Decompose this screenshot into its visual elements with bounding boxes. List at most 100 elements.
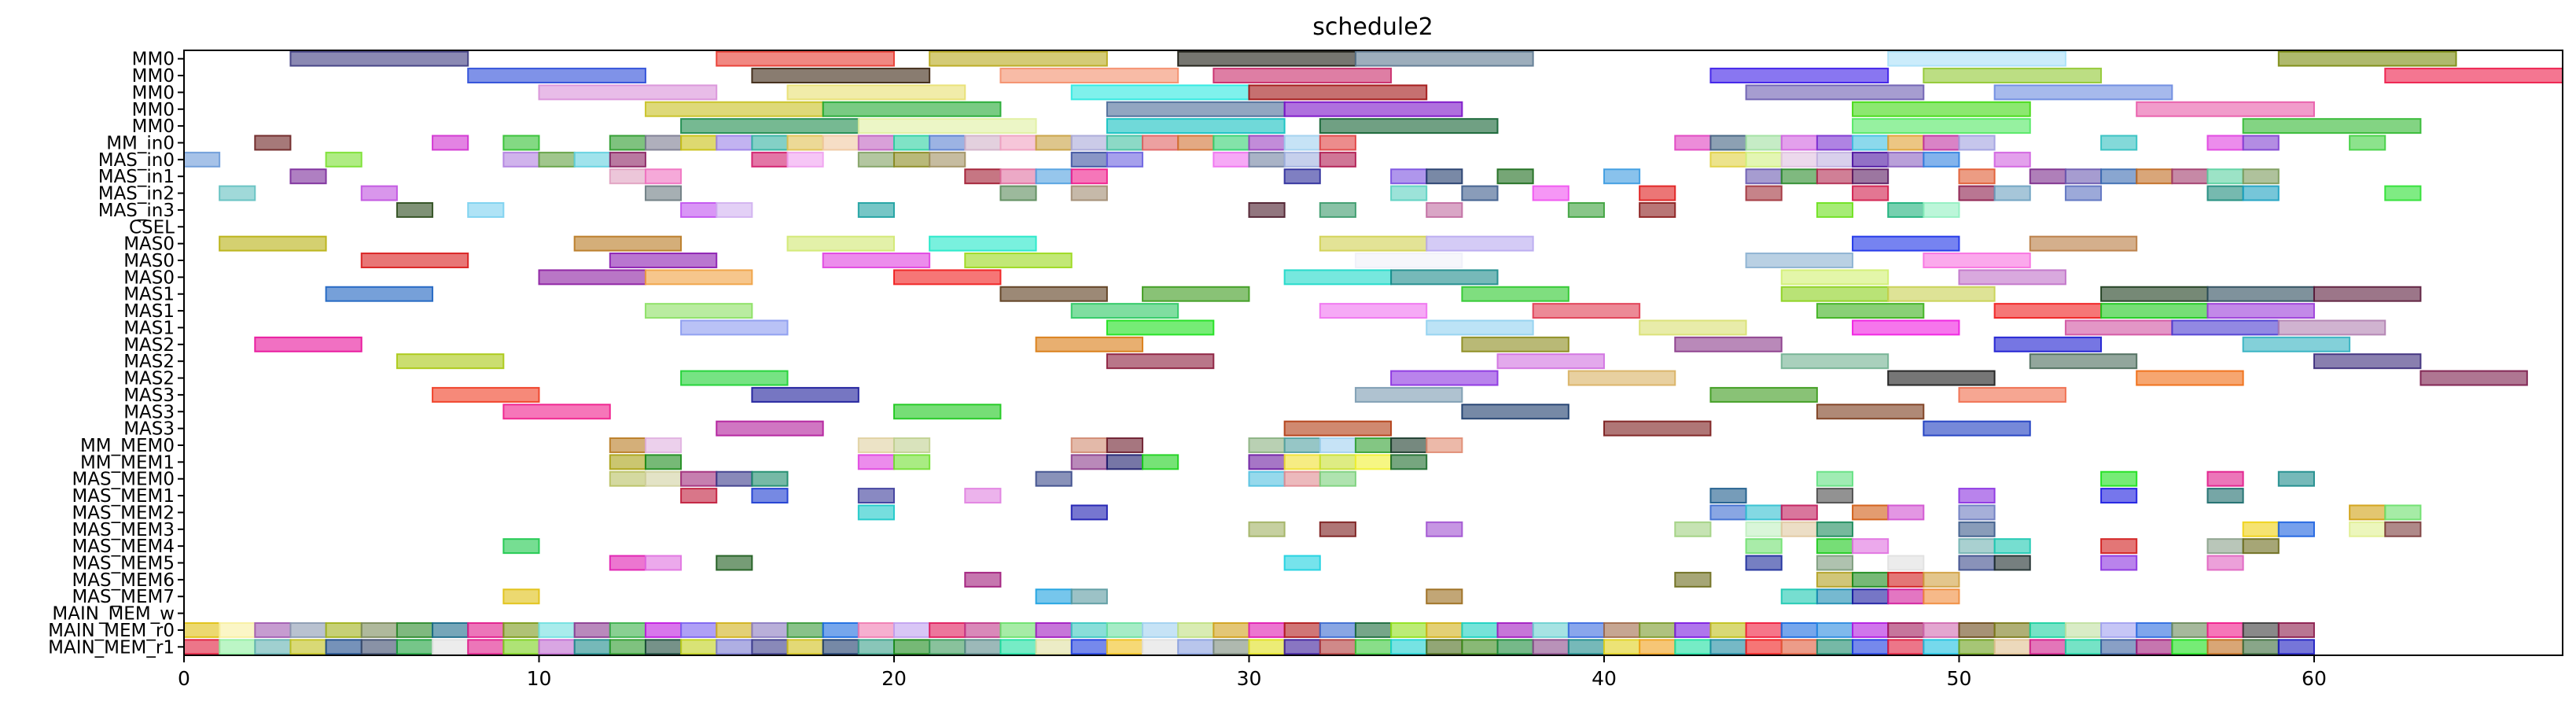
task-bar <box>1745 84 1925 101</box>
task-bar <box>2064 185 2103 201</box>
task-bar <box>1780 353 1890 370</box>
task-bar <box>1639 201 1676 218</box>
task-bar <box>1674 336 1783 352</box>
task-bar <box>1852 168 1890 185</box>
y-tick-label: MM_MEM1 <box>80 452 175 473</box>
task-bar <box>1248 84 1428 101</box>
task-bar <box>1248 135 1286 151</box>
task-bar <box>1106 118 1286 135</box>
task-bar <box>1142 639 1179 655</box>
task-bar <box>1213 135 1250 151</box>
task-bar <box>2242 621 2280 638</box>
task-bar <box>1709 488 1747 504</box>
task-bar <box>1567 621 1605 638</box>
task-bar <box>1070 135 1108 151</box>
task-bar <box>680 319 789 336</box>
task-bar <box>892 639 931 655</box>
task-bar <box>1887 151 1925 168</box>
y-tick-label: MAS3 <box>123 419 175 440</box>
task-bar <box>467 68 646 84</box>
task-bar <box>1070 84 1250 101</box>
task-bar <box>1993 555 2031 571</box>
task-bar <box>2420 370 2528 386</box>
task-bar <box>1354 621 1393 638</box>
task-bar <box>1177 621 1215 638</box>
y-tick-label: MAS_MEM7 <box>72 587 175 607</box>
task-bar <box>892 454 931 470</box>
task-bar <box>1603 168 1641 185</box>
task-bar <box>1106 319 1215 336</box>
task-bar <box>1496 353 1605 370</box>
task-bar <box>1923 639 1960 655</box>
task-bar <box>1070 588 1108 605</box>
task-bar <box>964 253 1073 268</box>
task-bar <box>892 269 1002 286</box>
task-bar <box>1035 168 1073 185</box>
task-bar <box>1674 521 1712 537</box>
task-bar <box>1958 521 1996 537</box>
task-bar <box>1816 621 1854 638</box>
task-bar <box>538 84 718 101</box>
task-bar <box>644 437 683 453</box>
y-tick-label: MAIN_MEM_r1 <box>48 637 175 658</box>
task-bar <box>1319 235 1428 252</box>
task-bar <box>1106 621 1144 638</box>
task-bar <box>573 639 611 655</box>
task-bar <box>2171 319 2280 336</box>
y-tick-label: MAS_in3 <box>98 201 175 221</box>
task-bar <box>396 639 434 655</box>
task-bar <box>1603 621 1641 638</box>
task-bar <box>1426 639 1463 655</box>
task-bar <box>2277 470 2315 487</box>
task-bar <box>1780 504 1818 521</box>
task-bar <box>1993 621 2031 638</box>
task-bar <box>1816 201 1854 218</box>
task-bar <box>1426 319 1534 336</box>
task-bar <box>502 538 540 555</box>
task-bar <box>1070 151 1108 168</box>
y-tick-label: MAS3 <box>123 385 175 406</box>
task-bar <box>1319 521 1356 537</box>
task-bar <box>1142 454 1179 470</box>
task-bar <box>644 135 683 151</box>
task-bar <box>2349 135 2386 151</box>
task-bar <box>396 621 434 638</box>
task-bar <box>1319 201 1356 218</box>
task-bar <box>1213 639 1250 655</box>
task-bar <box>1745 639 1783 655</box>
task-bar <box>396 201 434 218</box>
task-bar <box>1852 504 1890 521</box>
task-bar <box>2064 639 2103 655</box>
task-bar <box>1106 151 1144 168</box>
task-bar <box>2206 303 2315 319</box>
task-bar <box>786 235 895 252</box>
task-bar <box>1852 319 1960 336</box>
task-bar <box>1639 319 1747 336</box>
task-bar <box>1319 621 1356 638</box>
task-bar <box>1603 639 1641 655</box>
task-bar <box>644 639 683 655</box>
task-bar <box>1958 135 1996 151</box>
task-bar <box>644 185 683 201</box>
y-tick-label: MAS1 <box>123 318 175 338</box>
task-bar <box>1319 639 1356 655</box>
task-bar <box>2100 135 2138 151</box>
task-bar <box>1461 639 1499 655</box>
task-bar <box>219 185 256 201</box>
task-bar <box>2100 303 2209 319</box>
y-tick-label: MAS1 <box>123 285 175 305</box>
task-bar <box>1070 504 1108 521</box>
task-bar <box>432 639 469 655</box>
task-bar <box>2100 470 2138 487</box>
task-bar <box>467 621 505 638</box>
y-tick-label: MAS0 <box>123 251 175 271</box>
task-bar <box>1958 538 1996 555</box>
task-bar <box>1035 588 1073 605</box>
task-bar <box>786 621 824 638</box>
task-bar <box>1887 286 1996 302</box>
task-bar <box>183 621 221 638</box>
task-bar <box>2242 135 2280 151</box>
task-bar <box>1780 168 1818 185</box>
task-bar <box>1106 437 1144 453</box>
y-tick-label: MM0 <box>132 116 175 137</box>
